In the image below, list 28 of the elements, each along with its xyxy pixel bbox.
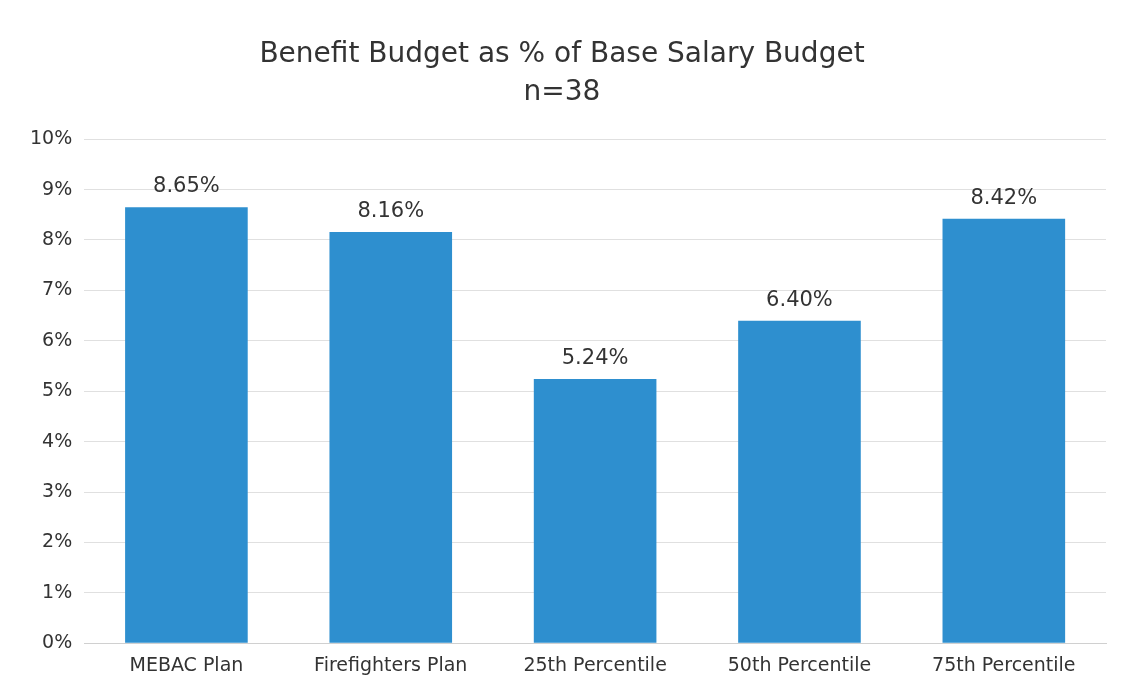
y-tick-label: 3%: [42, 478, 73, 501]
chart-subtitle: n=38: [523, 73, 601, 107]
data-label: 5.24%: [561, 345, 629, 370]
data-label: 8.42%: [970, 184, 1038, 209]
data-label: 6.40%: [766, 286, 833, 311]
y-tick-label: 1%: [42, 579, 73, 602]
y-tick-label: 9%: [42, 176, 73, 199]
y-tick-label: 0%: [42, 630, 73, 653]
x-tick-label: 25th Percentile: [523, 652, 667, 675]
data-label: 8.65%: [153, 173, 220, 198]
bar: [125, 207, 248, 643]
x-tick-label: Firefighters Plan: [314, 652, 468, 675]
y-tick-label: 6%: [42, 327, 73, 350]
y-tick-label: 2%: [42, 529, 73, 552]
y-tick-label: 8%: [42, 226, 73, 249]
y-tick-label: 4%: [42, 428, 73, 451]
bar: [738, 320, 861, 643]
x-tick-label: 50th Percentile: [727, 652, 872, 675]
bar: [533, 379, 657, 643]
x-tick-label: MEBAC Plan: [129, 652, 244, 675]
y-tick-label: 5%: [42, 378, 73, 401]
x-tick-label: 75th Percentile: [932, 652, 1076, 675]
bar: [942, 218, 1066, 643]
bar: [329, 231, 453, 643]
y-tick-label: 10%: [30, 126, 73, 149]
data-label: 8.16%: [357, 197, 425, 222]
y-tick-label: 7%: [42, 277, 73, 300]
chart-title: Benefit Budget as % of Base Salary Budget: [259, 36, 865, 70]
